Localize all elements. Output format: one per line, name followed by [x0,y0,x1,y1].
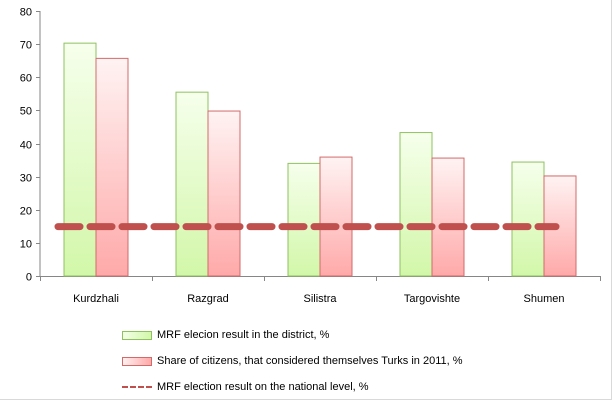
y-tick-label: 10 [20,239,32,251]
legend-label-national-result: MRF election result on the national leve… [157,381,369,393]
bar-district-result [287,162,321,277]
y-tick-label: 50 [20,106,32,118]
x-tick-label: Razgrad [187,293,229,305]
bar-turks-share [431,157,465,277]
legend-item-turks-share: Share of citizens, that considered thems… [122,348,463,374]
legend-label-district-result: MRF elecion result in the district, % [157,329,330,341]
bar-district-result [63,42,97,277]
legend: MRF elecion result in the district, % Sh… [122,322,463,400]
y-tick-label: 30 [20,173,32,185]
bar-turks-share [95,57,129,277]
legend-label-turks-share: Share of citizens, that considered thems… [157,355,463,367]
bar-turks-share [319,156,353,277]
y-tick-label: 80 [20,7,32,19]
bar-district-result [175,91,209,277]
x-tick-label: Silistra [303,293,337,305]
x-tick-label: Shumen [524,293,565,305]
legend-swatch-dashed-line [122,386,152,388]
bar-turks-share [207,110,241,277]
x-tick-label: Targovishte [404,293,460,305]
bar-district-result [511,161,545,277]
y-tick-label: 20 [20,206,32,218]
legend-swatch-green [122,330,152,340]
legend-swatch-red [122,356,152,366]
bar-district-result [399,132,433,277]
y-tick-label: 70 [20,40,32,52]
x-tick-label: Kurdzhali [73,293,119,305]
y-tick-label: 40 [20,140,32,152]
y-tick-label: 60 [20,73,32,85]
y-tick-label: 0 [26,272,32,284]
legend-item-national-result: MRF election result on the national leve… [122,374,463,400]
legend-item-district-result: MRF elecion result in the district, % [122,322,463,348]
